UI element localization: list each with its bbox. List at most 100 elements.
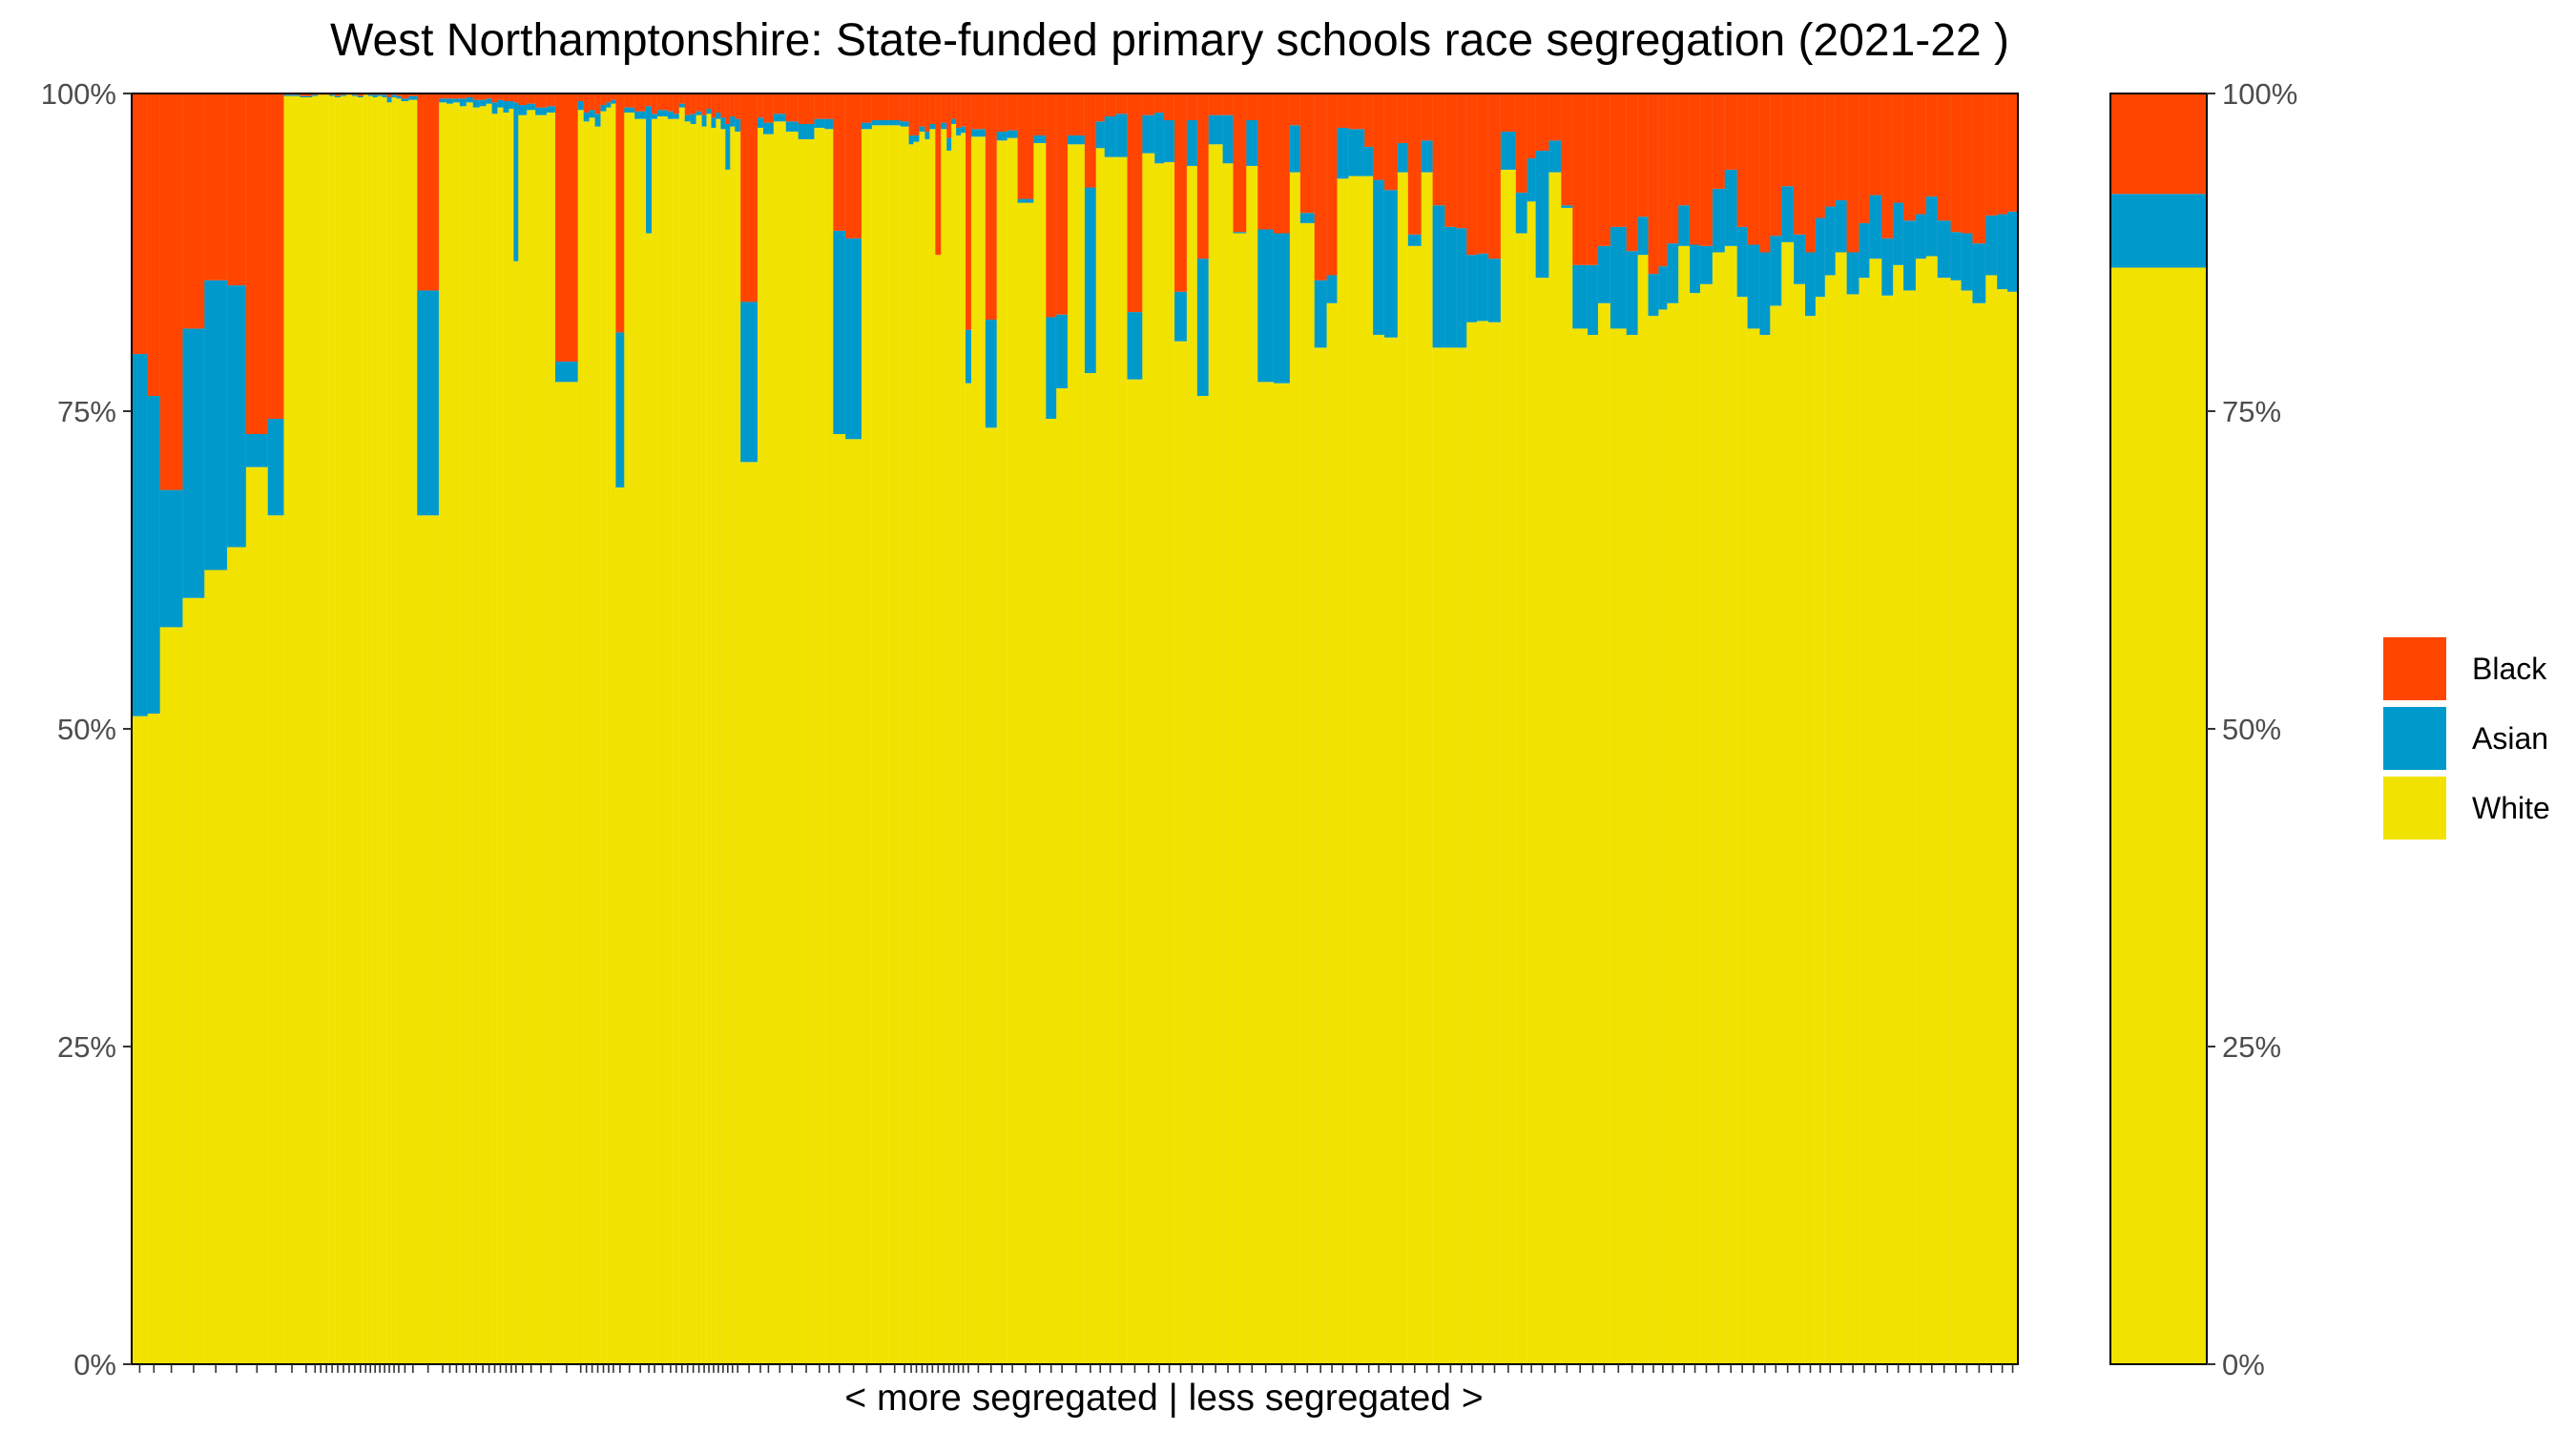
bar-segment-black bbox=[1142, 93, 1154, 115]
bar-segment-black bbox=[1433, 93, 1445, 205]
bar-segment-asian bbox=[941, 123, 946, 130]
school-bar bbox=[1274, 93, 1290, 1364]
bar-segment-asian bbox=[1085, 188, 1096, 373]
bar-segment-black bbox=[601, 93, 607, 105]
bar-segment-asian bbox=[758, 117, 763, 128]
bar-segment-black bbox=[1658, 93, 1667, 266]
bar-segment-asian bbox=[833, 231, 845, 434]
bar-segment-asian bbox=[1678, 205, 1690, 246]
school-bar bbox=[606, 93, 611, 1364]
bar-segment-asian bbox=[1127, 312, 1142, 380]
bar-segment-black bbox=[1408, 93, 1422, 235]
bar-segment-black bbox=[1725, 93, 1737, 170]
bar-segment-asian bbox=[1725, 170, 1737, 246]
bar-segment-asian bbox=[480, 100, 487, 107]
bar-segment-asian bbox=[652, 114, 657, 118]
school-bar bbox=[1536, 93, 1549, 1364]
bar-segment-black bbox=[1105, 93, 1116, 116]
bar-segment-black bbox=[652, 93, 657, 114]
school-bar bbox=[387, 93, 392, 1364]
bar-segment-white bbox=[1033, 143, 1046, 1364]
bar-segment-white bbox=[1588, 335, 1598, 1364]
school-bar bbox=[740, 93, 758, 1364]
bar-segment-white bbox=[1364, 176, 1373, 1364]
bar-segment-white bbox=[845, 439, 862, 1364]
bar-segment-asian bbox=[132, 354, 148, 716]
school-bar bbox=[323, 93, 329, 1364]
bar-segment-white bbox=[1881, 296, 1893, 1364]
bar-segment-black bbox=[1154, 93, 1164, 113]
bar-segment-white bbox=[1337, 178, 1348, 1364]
bar-segment-asian bbox=[401, 98, 408, 101]
bar-segment-asian bbox=[872, 120, 889, 125]
bar-segment-asian bbox=[1816, 218, 1825, 298]
school-bar bbox=[352, 93, 358, 1364]
school-bar bbox=[318, 93, 323, 1364]
bar-segment-asian bbox=[1836, 200, 1847, 253]
bar-segment-white bbox=[1348, 176, 1364, 1364]
bar-segment-asian bbox=[1572, 265, 1588, 329]
bar-segment-asian bbox=[1209, 115, 1223, 145]
bar-segment-white bbox=[735, 132, 740, 1364]
legend-item-white: White bbox=[2383, 777, 2550, 840]
bar-segment-asian bbox=[460, 98, 467, 106]
school-bar bbox=[373, 93, 378, 1364]
bar-segment-black bbox=[696, 93, 702, 112]
y-tick-label-right: 75% bbox=[2222, 395, 2281, 428]
school-bar bbox=[503, 93, 509, 1364]
school-bar bbox=[1610, 93, 1627, 1364]
bar-segment-black bbox=[966, 93, 971, 330]
school-bar bbox=[909, 93, 914, 1364]
school-bar bbox=[1327, 93, 1338, 1364]
school-bar bbox=[901, 93, 909, 1364]
school-bar bbox=[346, 93, 352, 1364]
bar-segment-asian bbox=[1916, 215, 1926, 259]
bar-segment-black bbox=[1916, 93, 1926, 215]
bar-segment-black bbox=[1572, 93, 1588, 265]
school-bar bbox=[707, 93, 712, 1364]
bar-segment-black bbox=[1501, 93, 1516, 132]
bar-segment-asian bbox=[1770, 236, 1781, 305]
overall-bar bbox=[2110, 93, 2207, 1364]
school-bar bbox=[1748, 93, 1760, 1364]
school-bar bbox=[1300, 93, 1315, 1364]
bar-segment-black bbox=[1290, 93, 1300, 125]
bar-segment-black bbox=[1836, 93, 1847, 200]
bar-segment-asian bbox=[498, 100, 504, 108]
bar-segment-asian bbox=[527, 104, 535, 111]
legend-label: Black bbox=[2472, 652, 2547, 686]
bar-segment-asian bbox=[547, 106, 555, 113]
bar-segment-white bbox=[439, 102, 447, 1364]
bar-segment-black bbox=[1903, 93, 1916, 220]
bar-segment-asian bbox=[1187, 120, 1197, 166]
school-bar bbox=[1364, 93, 1373, 1364]
bar-segment-asian bbox=[919, 127, 924, 132]
school-bar bbox=[735, 93, 740, 1364]
bar-segment-white bbox=[1561, 208, 1572, 1364]
bar-segment-asian bbox=[685, 115, 691, 122]
bar-segment-white bbox=[1859, 278, 1870, 1364]
school-bar bbox=[1337, 93, 1348, 1364]
bar-segment-asian bbox=[646, 106, 652, 233]
bar-segment-black bbox=[691, 93, 696, 114]
bar-segment-black bbox=[634, 93, 646, 112]
bar-segment-black bbox=[1847, 93, 1859, 253]
bar-segment-black bbox=[1926, 93, 1938, 197]
school-bar bbox=[453, 93, 460, 1364]
school-bar bbox=[447, 93, 453, 1364]
school-bar bbox=[2007, 93, 2018, 1364]
bar-segment-black bbox=[1174, 93, 1187, 292]
bar-segment-asian bbox=[986, 320, 997, 427]
bar-segment-black bbox=[1257, 93, 1274, 230]
bar-segment-white bbox=[1836, 253, 1847, 1365]
legend-swatch bbox=[2383, 707, 2446, 770]
school-bar bbox=[961, 93, 966, 1364]
school-bar bbox=[1008, 93, 1018, 1364]
bar-segment-white bbox=[1290, 173, 1300, 1364]
bar-segment-black bbox=[1781, 93, 1794, 186]
school-bar bbox=[611, 93, 615, 1364]
school-bar bbox=[711, 93, 716, 1364]
school-bar bbox=[492, 93, 498, 1364]
bar-segment-asian bbox=[1408, 235, 1422, 246]
